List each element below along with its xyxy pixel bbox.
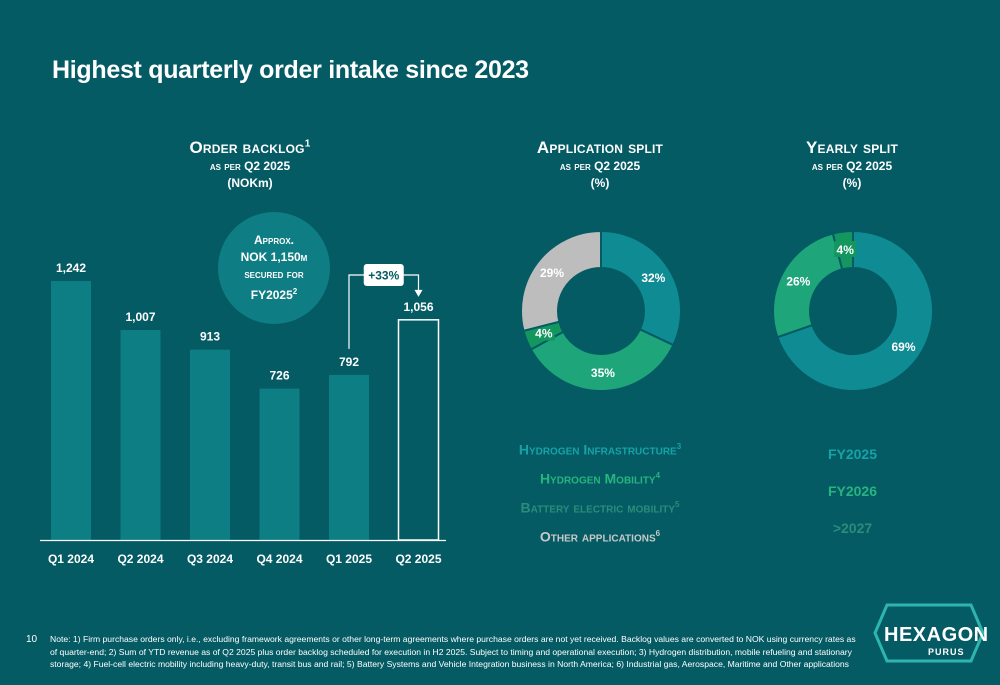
backlog-heading: Order backlog <box>189 138 305 157</box>
yearly-sub: as per Q2 2025 <box>811 159 893 173</box>
bar-0 <box>51 281 91 540</box>
bar-category-label-3: Q4 2024 <box>256 552 302 566</box>
bar-3 <box>259 388 300 540</box>
application-legend: Hydrogen Infrastructure3 Hydrogen Mobilit… <box>490 432 710 548</box>
footnote: Note: 1) Firm purchase orders only, i.e.… <box>50 634 856 669</box>
yearly-label-bg-2 <box>834 240 857 257</box>
growth-badge <box>363 264 404 286</box>
application-legend-label-1: Hydrogen Mobility <box>539 470 656 487</box>
application-value-label-2: 4% <box>535 327 553 341</box>
bar-1 <box>120 330 161 540</box>
application-legend-item-3: Other applications6 <box>490 519 710 548</box>
application-slice-3 <box>520 229 602 333</box>
application-sub: as per Q2 2025 <box>559 159 641 173</box>
approx-line4: FY2025 <box>250 288 293 302</box>
backlog-heading-block: Order backlog1 as per Q2 2025 (NOKm) <box>150 138 350 191</box>
application-legend-label-3: Other applications <box>539 528 656 545</box>
yearly-unit: (%) <box>842 176 862 190</box>
bar-value-label-3: 726 <box>269 369 289 383</box>
approx-line2: NOK 1,150m <box>240 250 308 264</box>
bar-5 <box>397 319 440 541</box>
application-legend-item-1: Hydrogen Mobility4 <box>490 461 710 490</box>
yearly-value-label-1: 26% <box>786 275 810 289</box>
application-legend-sup-3: 6 <box>655 529 661 538</box>
approx-sup: 2 <box>292 287 298 296</box>
backlog-unit: (NOKm) <box>227 176 273 190</box>
application-value-label-1: 35% <box>591 366 615 380</box>
bar-value-label-1: 1,007 <box>125 310 155 324</box>
yearly-slice-1 <box>772 232 844 339</box>
logo-sub: PURUS <box>928 647 965 657</box>
application-legend-item-2: Battery electric mobility5 <box>490 490 710 519</box>
backlog-heading-sup: 1 <box>304 138 311 150</box>
yearly-legend-item-0: FY2025 <box>750 436 955 473</box>
bar-4 <box>329 374 369 540</box>
approx-line1: Approx. <box>253 233 294 247</box>
application-value-label-3: 29% <box>540 266 564 280</box>
yearly-legend-item-1: FY2026 <box>750 473 955 510</box>
backlog-sub: as per Q2 2025 <box>209 159 291 173</box>
bar-2 <box>190 349 230 540</box>
yearly-heading-block: Yearly split as per Q2 2025 (%) <box>752 138 952 191</box>
page-title: Highest quarterly order intake since 202… <box>52 56 529 84</box>
bar-category-label-5: Q2 2025 <box>395 552 441 566</box>
application-legend-item-0: Hydrogen Infrastructure3 <box>490 432 710 461</box>
page-number: 10 <box>26 634 38 645</box>
application-heading-block: Application split as per Q2 2025 (%) <box>500 138 700 191</box>
yearly-slice-0 <box>776 229 934 392</box>
growth-badge-label: +33% <box>368 269 399 283</box>
bar-category-label-4: Q1 2025 <box>326 552 372 566</box>
bar-value-label-0: 1,242 <box>56 261 86 275</box>
yearly-legend: FY2025 FY2026 >2027 <box>750 436 955 547</box>
yearly-legend-label-0: FY2025 <box>827 446 878 462</box>
application-heading: Application split <box>536 138 664 157</box>
application-unit: (%) <box>590 176 610 190</box>
bar-value-label-5: 1,056 <box>403 300 433 314</box>
bar-category-label-0: Q1 2024 <box>48 552 94 566</box>
yearly-legend-label-2: >2027 <box>832 520 873 536</box>
application-legend-sup-2: 5 <box>675 500 680 509</box>
application-legend-label-0: Hydrogen Infrastructure <box>518 441 677 458</box>
growth-arrow-icon <box>414 289 423 297</box>
application-legend-sup-0: 3 <box>676 442 682 451</box>
logo-text: HEXAGON <box>884 624 989 646</box>
application-value-label-0: 32% <box>641 271 665 285</box>
bar-value-label-2: 913 <box>200 330 220 344</box>
yearly-value-label-0: 69% <box>891 340 915 354</box>
application-slice-1 <box>529 327 675 392</box>
application-legend-sup-1: 4 <box>655 471 661 480</box>
bar-category-label-1: Q2 2024 <box>117 552 163 566</box>
yearly-legend-label-1: FY2026 <box>827 483 878 499</box>
approx-secured-circle: Approx. NOK 1,150m secured for FY20252 <box>218 212 330 324</box>
hexagon-logo-icon <box>873 603 985 663</box>
application-label-bg-2 <box>532 324 555 341</box>
application-legend-label-2: Battery electric mobility <box>520 499 676 516</box>
yearly-legend-item-2: >2027 <box>750 510 955 547</box>
application-slice-0 <box>600 229 682 347</box>
yearly-heading: Yearly split <box>805 138 899 157</box>
yearly-value-label-2: 4% <box>837 243 855 257</box>
approx-line3: secured for <box>244 267 304 281</box>
bar-value-label-4: 792 <box>339 355 359 369</box>
bar-category-label-2: Q3 2024 <box>187 552 233 566</box>
